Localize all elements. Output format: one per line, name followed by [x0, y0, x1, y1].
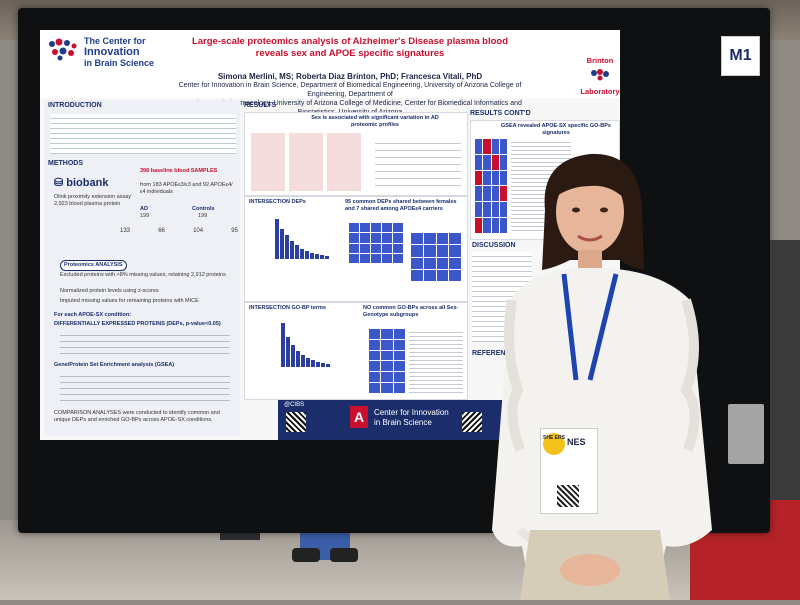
lab-line1: Brinton [586, 56, 614, 65]
common-deps-text: 95 common DEPs shared between females an… [345, 199, 457, 212]
methods-heading: METHODS [48, 160, 83, 167]
results-table [375, 137, 461, 187]
each-condition: For each APOE-SX condition: [54, 312, 132, 318]
badge-letters: NES [567, 437, 586, 447]
heatmap-gobp [369, 329, 405, 393]
brinton-lab: Brinton Laboratory [580, 56, 620, 96]
upset-bars-deps [275, 219, 329, 259]
intro-text [50, 114, 236, 154]
poster-title: Large-scale proteomics analysis of Alzhe… [170, 36, 530, 60]
controls-count: 199 [198, 213, 208, 219]
org-line2: Innovation [84, 46, 140, 58]
pca-plots [251, 133, 361, 191]
qr-code-icon [286, 412, 306, 432]
samples-sub: from 183 APOEε3/ε3 and 92 APOEε4/ε4 indi… [140, 182, 233, 195]
org-name: The Center for Innovation in Brain Scien… [84, 36, 194, 69]
count-f-ctrl: 104 [193, 228, 204, 234]
proteomics-step-2: Normalized protein levels using z-scores [60, 288, 159, 294]
name-badge: SHE ERS NES [540, 428, 598, 514]
intersection-deps-heading: INTERSECTION DEPs [249, 199, 306, 205]
proteomics-step-3: Imputed missing values for remaining pro… [60, 298, 199, 304]
title-line2: reveals sex and APOE specific signatures [255, 48, 445, 59]
background-person-right [770, 240, 800, 500]
affiliation-1: Center for Innovation in Brain Science, … [178, 82, 522, 98]
intersection-gobp-heading: INTERSECTION GO-BP terms [249, 305, 326, 311]
sex-counts: 133 66 104 95 [120, 228, 238, 234]
gobp-term-list [409, 329, 463, 393]
results-panel-1: Sex is associated with significant varia… [244, 112, 468, 196]
gsea-heatmap [475, 139, 507, 233]
poster-header: The Center for Innovation in Brain Scien… [40, 30, 620, 116]
qr-code-2-icon [462, 412, 482, 432]
badge-logo: SHE ERS [543, 433, 565, 455]
shopping-bag [728, 404, 764, 464]
authors: Simona Merlini, MS; Roberta Diaz Brinton… [217, 72, 483, 81]
presenter [490, 150, 720, 600]
results-contd-heading: RESULTS CONT'D [470, 110, 531, 117]
brinton-lab-logo-icon [591, 69, 609, 81]
no-common-text: NO common GO-BPs across all Sex-Genotype… [363, 305, 459, 318]
ad-label: AD [140, 206, 148, 212]
biobank-logo: ⛁ biobank [54, 176, 108, 189]
arizona-logo-icon: A [350, 406, 368, 428]
controls-label: Controls [192, 206, 215, 212]
footer-org: Center for Innovation in Brain Science [374, 408, 449, 427]
intro-heading: INTRODUCTION [48, 102, 102, 109]
heatmap-deps [349, 223, 403, 263]
count-m-ad: 66 [158, 228, 165, 234]
gsea-heading: Gene/Protein Set Enrichment analysis (GS… [54, 362, 175, 368]
proteomics-heading: Proteomics ANALYSIS [60, 260, 127, 271]
dep-text [60, 330, 230, 356]
upset-bars-gobp [281, 323, 330, 367]
research-poster: The Center for Innovation in Brain Scien… [40, 30, 620, 440]
title-line1: Large-scale proteomics analysis of Alzhe… [191, 36, 509, 47]
discussion-heading: DISCUSSION [472, 242, 516, 249]
footer-handle: @CIBS [284, 402, 305, 408]
references-heading: REFERENCES [472, 350, 520, 357]
count-m-ctrl: 95 [231, 228, 238, 234]
org-line3: in Brain Science [84, 58, 155, 68]
count-f-ad: 133 [120, 228, 131, 234]
samples-heading: 398 baseline blood SAMPLES [140, 168, 218, 174]
results-heading: RESULTS [244, 102, 277, 109]
heatmap-deps-female [411, 233, 461, 281]
proteomics-step-1: Excluded proteins with >8% missing value… [60, 272, 226, 278]
results-subheading: Sex is associated with significant varia… [311, 115, 439, 128]
gsea-signature-text: GSEA revealed APOE-SX specific GO-BPs si… [501, 123, 611, 136]
biobank-text: biobank [66, 177, 109, 189]
intersection-gobp-panel: INTERSECTION GO-BP terms NO common GO-BP… [244, 302, 468, 400]
cibs-logo-icon [49, 38, 77, 61]
booth-sign: M1 [721, 36, 760, 76]
badge-qr-icon [557, 485, 579, 507]
database-icon: ⛁ [54, 177, 64, 189]
comparison-text: COMPARISON ANALYSES were conducted to id… [54, 410, 220, 423]
lab-line2: Laboratory [580, 87, 620, 96]
gsea-text [60, 371, 230, 403]
dep-heading: DIFFERENTIALLY EXPRESSED PROTEINS (DEPs,… [54, 321, 221, 327]
org-line1: The Center for [84, 36, 146, 46]
olink-text: Olink proximity extension assay 2,923 bl… [54, 194, 132, 207]
ad-count: 199 [140, 213, 150, 219]
intersection-deps-panel: INTERSECTION DEPs 95 common DEPs shared … [244, 196, 468, 302]
presenter-figure [492, 153, 712, 600]
poster-footer: @CIBS A Center for Innovation in Brain S… [278, 400, 508, 440]
